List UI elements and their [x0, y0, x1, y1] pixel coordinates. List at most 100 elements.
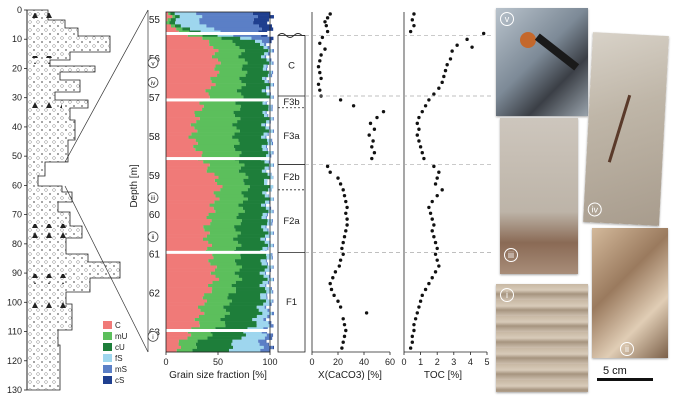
data-point: [318, 88, 322, 92]
data-point: [412, 328, 416, 333]
data-point: [437, 170, 441, 174]
grain-bar-fS: [255, 39, 262, 44]
grain-bar-cU: [240, 231, 269, 235]
grain-bar-mS: [199, 18, 254, 22]
grain-bar-cU: [235, 148, 263, 152]
grain-bar-C: [166, 52, 215, 56]
grain-bar-mU: [212, 253, 241, 257]
grain-bar-mU: [211, 290, 236, 294]
depth-tick-label: 60: [12, 180, 22, 190]
data-point: [372, 127, 377, 131]
grain-bar-C: [166, 144, 194, 149]
grain-bar-mS: [267, 280, 270, 285]
grain-bar-cS: [271, 336, 273, 340]
grain-bar-mS: [271, 311, 274, 316]
grain-bar-cU: [235, 228, 264, 232]
grain-bar-mU: [200, 308, 226, 313]
grain-bar-mU: [215, 83, 246, 87]
grain-bar-mU: [209, 163, 245, 167]
photo-ii: ii: [592, 228, 668, 358]
grain-bar-mS: [272, 209, 274, 214]
grain-bar-mS: [272, 231, 274, 235]
x-tick-label: 5: [484, 357, 489, 367]
grain-bar-cU: [235, 287, 266, 291]
core-depth-label: 59: [149, 171, 161, 182]
grain-bar-mU: [210, 76, 240, 81]
grain-bar-fS: [260, 237, 265, 242]
data-point: [415, 121, 419, 126]
grain-bar-C: [166, 95, 210, 99]
data-point: [427, 98, 431, 102]
data-point: [338, 258, 343, 262]
grain-bar-C: [166, 342, 179, 347]
grain-bar-C: [166, 141, 198, 146]
data-point: [338, 305, 343, 309]
grain-bar-cU: [235, 280, 263, 285]
grain-bar-C: [166, 107, 203, 112]
grain-bar-fS: [261, 216, 266, 220]
grain-bar-mS: [272, 277, 274, 282]
data-point: [417, 305, 421, 309]
data-point: [430, 199, 434, 204]
grain-bar-cU: [238, 169, 262, 174]
grain-bar-C: [166, 265, 217, 269]
grain-bar-mU: [172, 15, 176, 19]
grain-bar-mS: [272, 243, 274, 248]
grain-bar-fS: [264, 52, 268, 56]
core-depth-label: 62: [149, 288, 161, 299]
grain-bar-mU: [214, 172, 246, 177]
core-depth-axis: 555657585960616263viviiiiii: [147, 15, 161, 342]
data-point: [417, 115, 421, 120]
grain-bar-mU: [215, 274, 239, 279]
grain-bar-cU: [247, 197, 270, 201]
grain-bar-C: [166, 12, 169, 16]
core-depth-label: 61: [149, 249, 161, 260]
grain-bar-C: [166, 234, 207, 238]
grain-bar-fS: [228, 348, 261, 353]
grain-bar-cU: [237, 234, 266, 238]
grain-bar-fS: [190, 27, 215, 31]
grain-bar-mU: [209, 231, 241, 235]
grain-bar-mU: [204, 311, 230, 316]
grain-bar-C: [166, 336, 188, 340]
data-point: [324, 23, 328, 28]
grain-bar-fS: [262, 191, 266, 195]
grain-bar-C: [166, 194, 216, 198]
data-point: [410, 334, 414, 339]
data-point: [340, 246, 344, 251]
grain-bar-fS: [261, 89, 265, 93]
grain-bar-cU: [229, 302, 264, 306]
grain-bar-C: [166, 58, 218, 62]
grain-bar-C: [166, 277, 220, 282]
grain-bar-mU: [180, 345, 197, 350]
grain-bar-mU: [199, 324, 226, 328]
grain-bar-cU: [245, 172, 268, 177]
x-tick-label: 0: [309, 357, 314, 367]
grain-bar-mU: [217, 58, 245, 62]
grain-bar-cU: [169, 21, 176, 25]
data-point: [320, 35, 325, 40]
grain-bar-mU: [199, 321, 226, 325]
grain-bar-mS: [265, 110, 267, 115]
grain-bar-cU: [243, 178, 265, 183]
grain-bar-mU: [210, 222, 241, 226]
grain-bar-cU: [241, 86, 267, 90]
depth-tick-label: 80: [12, 239, 22, 249]
grain-bar-mS: [251, 36, 270, 41]
grain-bar-cU: [239, 46, 264, 50]
photo-label-iii: iii: [504, 248, 518, 262]
depth-tick-label: 50: [12, 151, 22, 161]
data-point: [341, 340, 345, 344]
data-point: [418, 145, 423, 149]
depth-tick-label: 0: [17, 5, 22, 15]
data-point: [455, 43, 459, 47]
grain-bar-C: [166, 299, 207, 303]
sample-marker-label: ii: [152, 234, 155, 241]
legend-swatch: [103, 321, 112, 329]
data-point: [440, 188, 444, 192]
grain-bar-cU: [241, 52, 265, 56]
grain-bar-cU: [239, 268, 265, 272]
grain-bar-mS: [266, 293, 268, 297]
grain-bar-cU: [241, 151, 269, 155]
grain-bar-fS: [232, 339, 259, 344]
